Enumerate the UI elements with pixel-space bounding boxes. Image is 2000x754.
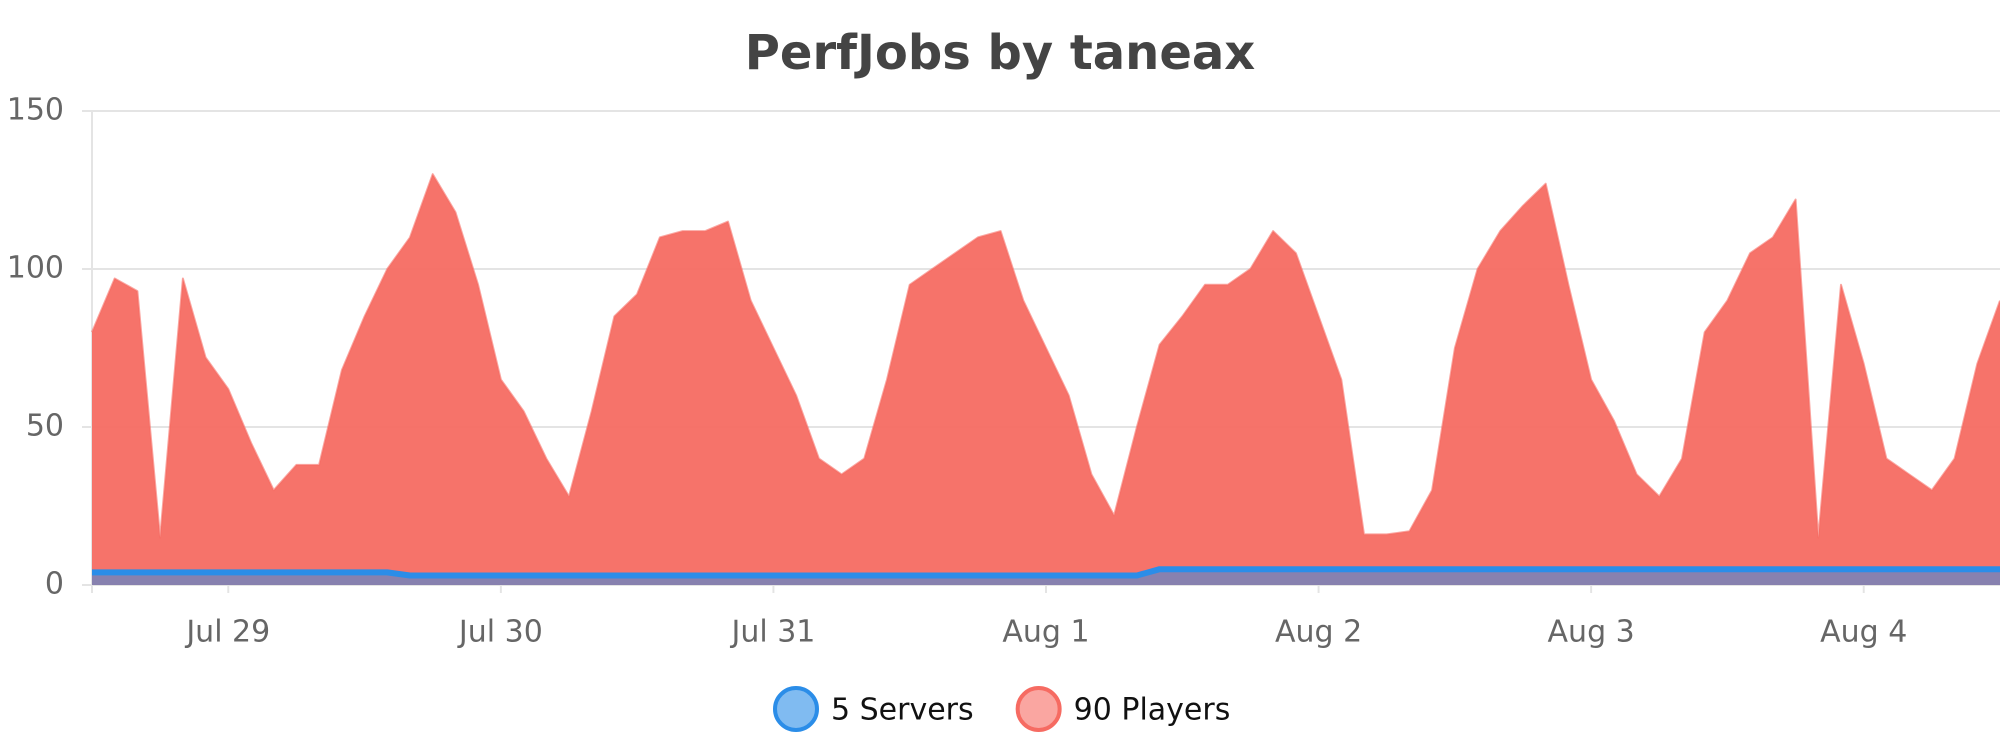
x-tick-label: Jul 31 — [729, 615, 815, 650]
legend-marker[interactable] — [1015, 686, 1062, 732]
y-tick-label: 150 — [7, 93, 64, 128]
x-tick-label: Aug 2 — [1275, 615, 1362, 650]
y-tick-label: 0 — [45, 567, 64, 602]
series-line — [92, 566, 2000, 579]
legend-label[interactable]: 5 Servers — [831, 693, 974, 728]
legend-label[interactable]: 90 Players — [1074, 693, 1231, 728]
x-tick-label: Aug 3 — [1548, 615, 1635, 650]
x-tick-label: Jul 29 — [184, 615, 270, 650]
y-tick-label: 100 — [7, 251, 64, 286]
legend-marker[interactable] — [773, 686, 819, 732]
x-tick-label: Aug 4 — [1820, 615, 1907, 650]
x-tick-label: Jul 30 — [457, 615, 543, 650]
x-tick-label: Aug 1 — [1002, 615, 1089, 650]
chart-title: PerfJobs by taneax — [745, 25, 1256, 81]
y-tick-label: 50 — [26, 409, 64, 444]
series-area — [92, 174, 2000, 585]
series-line — [91, 173, 2000, 539]
